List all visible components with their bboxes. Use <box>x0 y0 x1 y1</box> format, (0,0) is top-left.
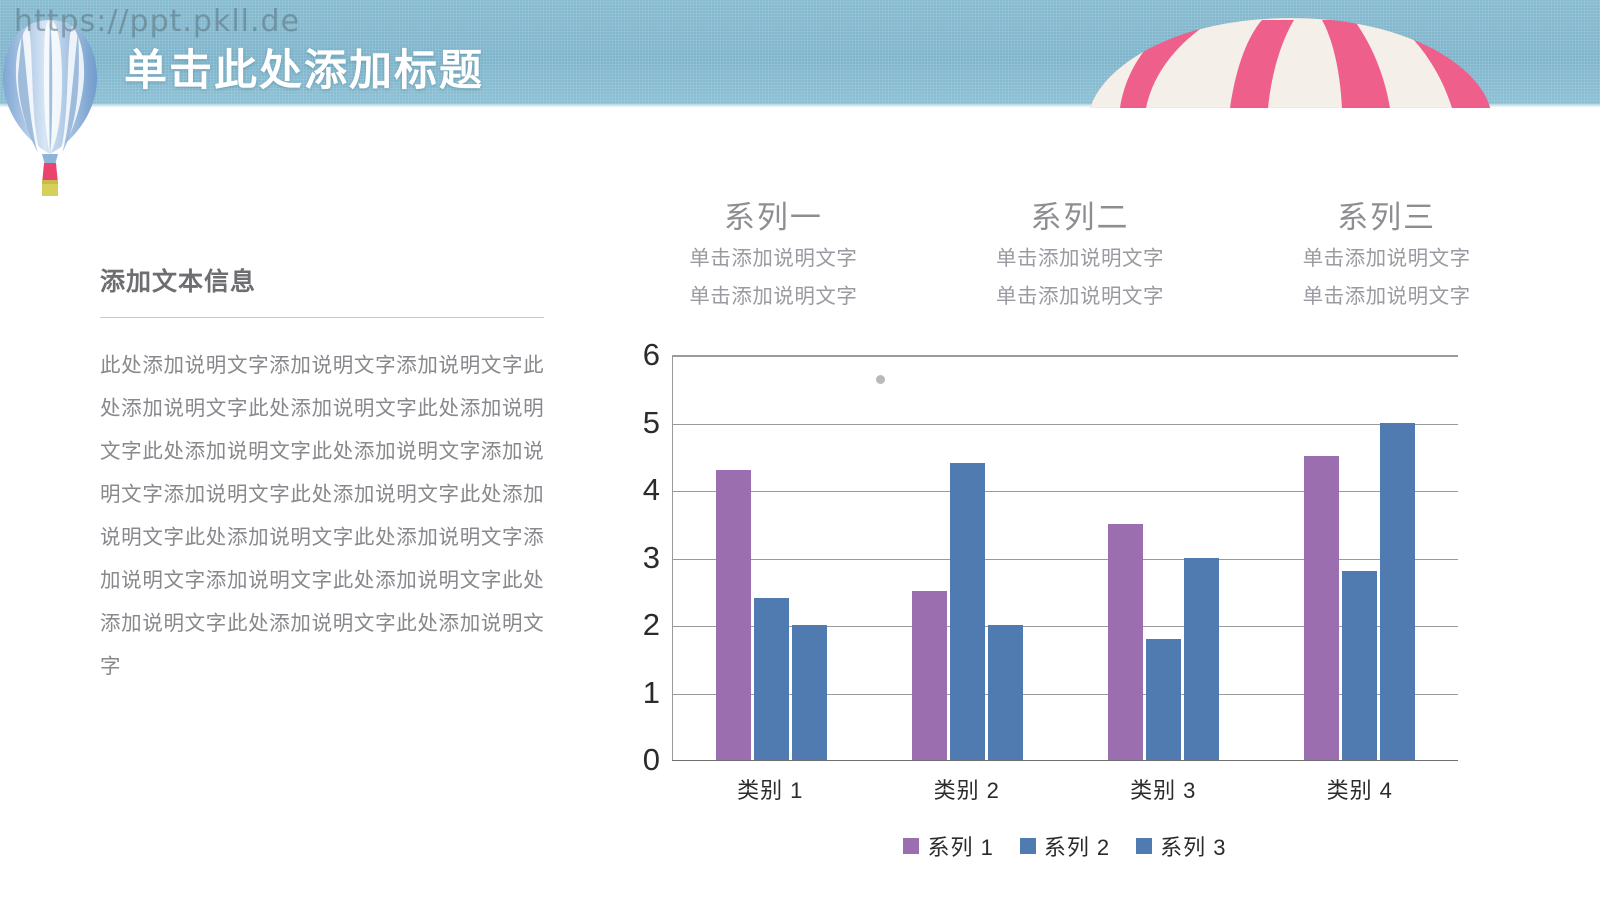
bar <box>987 625 1023 760</box>
y-axis-tick: 3 <box>642 539 660 575</box>
x-axis-labels: 类别 1 类别 2 类别 3 类别 4 <box>672 773 1458 805</box>
legend-item: 系列 3 <box>1136 830 1226 862</box>
bar-group <box>1262 356 1458 760</box>
bar-chart: 0 1 2 3 4 5 6 类别 1 类别 2 类别 3 类别 4 系列 1 系列 2 系列 3 <box>618 337 1558 865</box>
legend-swatch <box>903 838 920 854</box>
legend-label: 系列 2 <box>1043 835 1111 860</box>
bar <box>949 463 985 760</box>
y-axis-tick: 2 <box>642 607 660 642</box>
bar-groups <box>673 356 1458 760</box>
legend-label: 系列 1 <box>927 835 994 860</box>
y-axis-tick: 0 <box>642 742 660 777</box>
divider <box>100 317 544 318</box>
series-block-3: 系列三 单击添加说明文字 单击添加说明文字 <box>1233 196 1540 316</box>
bar-group <box>673 356 869 760</box>
bar <box>1146 638 1182 760</box>
left-panel-body: 此处添加说明文字添加说明文字添加说明文字此处添加说明文字此处添加说明文字此处添加… <box>100 354 544 678</box>
watermark-text: https://ppt.pkll.de <box>14 4 301 39</box>
legend-item: 系列 1 <box>903 830 993 862</box>
bar-group <box>869 356 1065 760</box>
series-header-row: 系列一 单击添加说明文字 单击添加说明文字 系列二 单击添加说明文字 单击添加说… <box>620 196 1540 316</box>
series-caption-line: 单击添加说明文字 <box>689 285 858 308</box>
bar <box>791 625 827 760</box>
hot-air-balloon-pink-icon <box>1080 8 1500 108</box>
x-axis-tick: 类别 2 <box>933 778 1000 803</box>
series-caption-line: 单击添加说明文字 <box>1302 285 1471 308</box>
chart-marker-dot <box>876 375 885 384</box>
bar <box>1304 456 1340 760</box>
x-axis-tick: 类别 1 <box>737 778 804 803</box>
bar <box>1380 422 1416 760</box>
gridline <box>673 693 1458 695</box>
series-caption-line: 单击添加说明文字 <box>996 285 1164 308</box>
series-title: 系列二 <box>1030 200 1130 235</box>
plot-area <box>672 355 1458 760</box>
y-axis-tick: 6 <box>642 337 660 372</box>
series-block-2: 系列二 单击添加说明文字 单击添加说明文字 <box>927 196 1234 316</box>
legend-item: 系列 2 <box>1019 830 1111 862</box>
series-title: 系列一 <box>723 200 823 235</box>
x-axis-line <box>672 760 1458 761</box>
x-axis-tick: 类别 3 <box>1130 778 1197 803</box>
y-axis-tick: 5 <box>642 404 660 440</box>
bar-group <box>1066 356 1262 760</box>
gridline <box>673 423 1458 425</box>
bar <box>1342 571 1378 760</box>
bar <box>1184 557 1220 760</box>
y-axis-tick: 4 <box>642 472 660 507</box>
series-title: 系列三 <box>1337 200 1437 235</box>
legend-label: 系列 3 <box>1160 835 1227 860</box>
bar <box>715 469 751 760</box>
series-caption-line: 单击添加说明文字 <box>996 247 1164 270</box>
series-caption-line: 单击添加说明文字 <box>1302 247 1471 270</box>
series-caption-line: 单击添加说明文字 <box>689 247 858 270</box>
x-axis-tick: 类别 4 <box>1326 778 1393 803</box>
gridline <box>673 491 1458 492</box>
hot-air-balloon-blue-icon <box>0 12 102 197</box>
left-text-panel: 添加文本信息 此处添加说明文字添加说明文字添加说明文字此处添加说明文字此处添加说… <box>100 262 544 688</box>
legend-swatch <box>1136 838 1153 854</box>
gridline <box>673 356 1458 357</box>
y-axis-tick: 1 <box>642 674 660 710</box>
bar <box>1108 523 1144 760</box>
legend-swatch <box>1019 838 1036 854</box>
bar <box>911 591 947 760</box>
gridline <box>673 558 1458 560</box>
bar <box>753 598 789 760</box>
page-title: 单击此处添加标题 <box>124 47 484 95</box>
gridline <box>673 626 1458 627</box>
left-panel-heading: 添加文本信息 <box>100 268 257 296</box>
chart-legend: 系列 1 系列 2 系列 3 <box>672 830 1458 862</box>
y-axis-labels: 0 1 2 3 4 5 6 <box>618 337 660 777</box>
series-block-1: 系列一 单击添加说明文字 单击添加说明文字 <box>620 196 927 316</box>
